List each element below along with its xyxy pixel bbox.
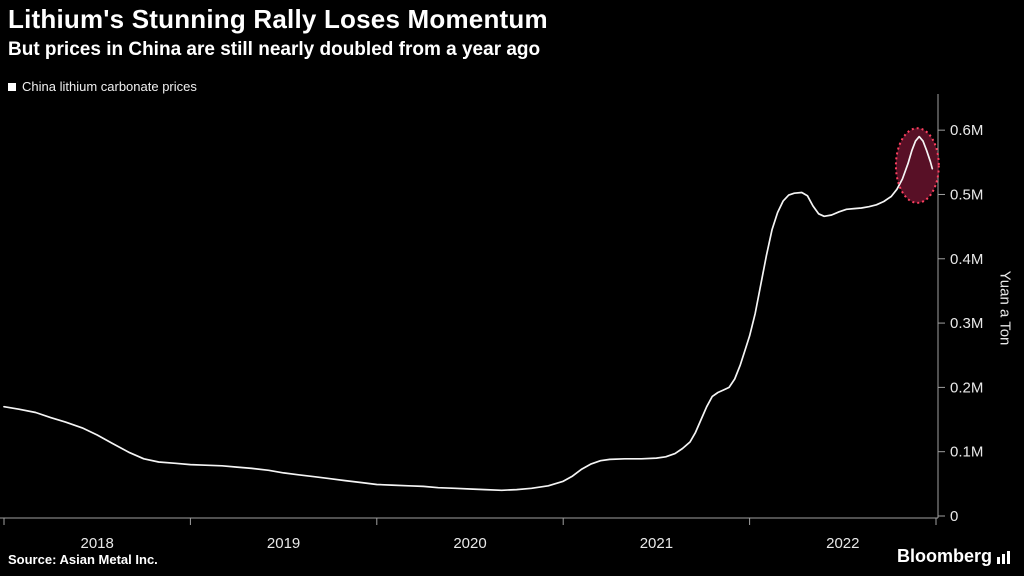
legend-swatch-icon [8,82,16,91]
y-tick-label: 0 [950,508,958,525]
y-tick-label: 0.6M [950,122,983,139]
legend: China lithium carbonate prices [8,79,197,94]
source-note: Source: Asian Metal Inc. [8,552,158,567]
peak-highlight-fill [895,128,939,203]
y-axis-title: Yuan a Ton [996,270,1014,346]
page-title: Lithium's Stunning Rally Loses Momentum [8,4,548,34]
bloomberg-logo: Bloomberg [897,546,1010,567]
price-line [3,135,934,492]
y-tick-label: 0.4M [950,251,983,268]
x-tick-label: 2018 [81,535,114,552]
bloomberg-wordmark: Bloomberg [896,546,992,566]
page-subtitle: But prices in China are still nearly dou… [8,39,541,60]
x-tick-label: 2022 [826,535,859,552]
y-tick-label: 0.1M [950,444,983,461]
x-tick-label: 2020 [453,535,486,552]
y-tick-label: 0.2M [950,379,983,396]
y-tick-label: 0.5M [950,186,983,203]
legend-label: China lithium carbonate prices [22,79,197,94]
y-tick-label: 0.3M [950,315,983,332]
x-tick-label: 2021 [640,535,673,552]
x-tick-label: 2019 [267,535,300,552]
bloomberg-bars-icon [997,551,1010,567]
peak-highlight-outline [894,127,940,204]
